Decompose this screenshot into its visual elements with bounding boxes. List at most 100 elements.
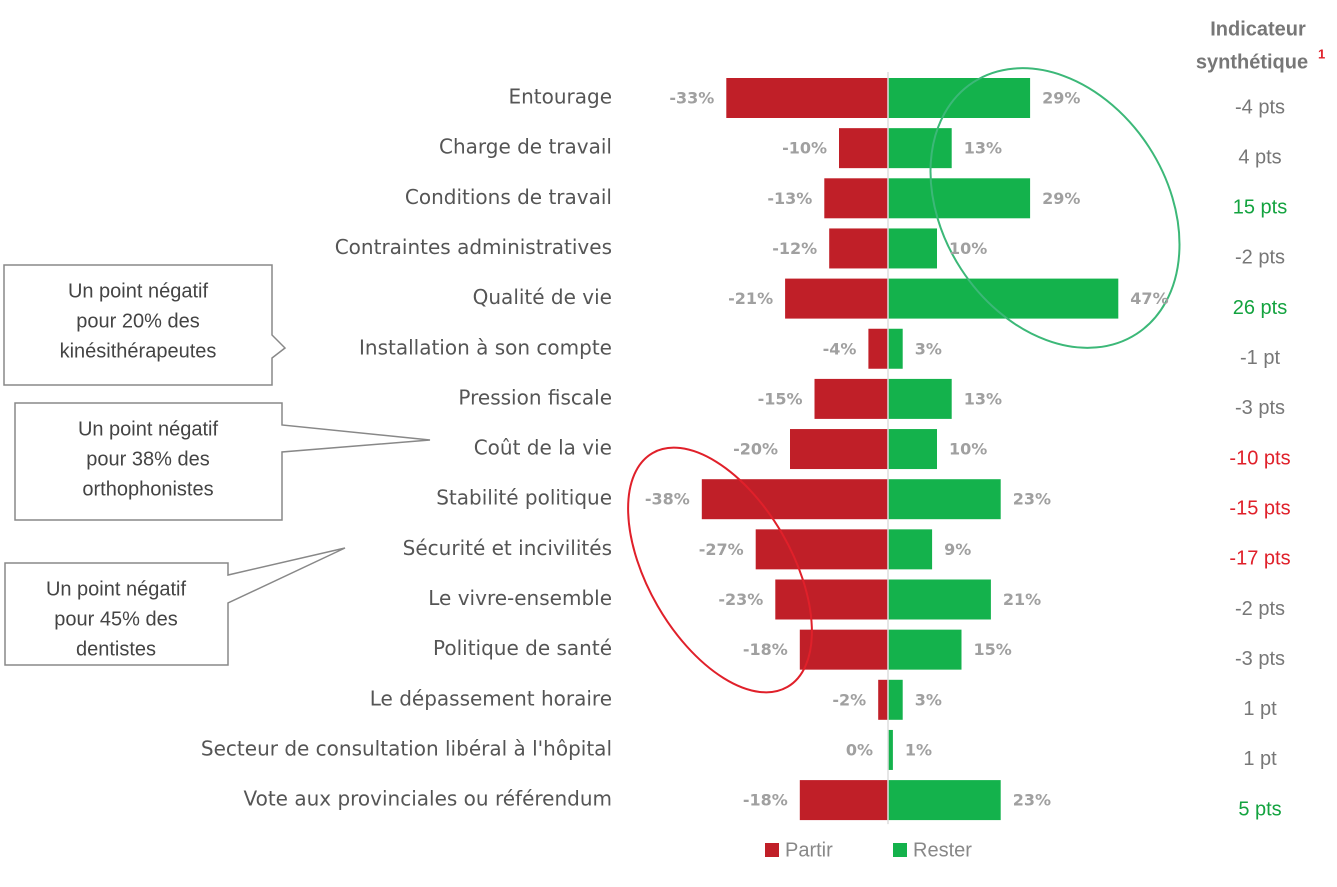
- value-label: -12%: [772, 239, 817, 258]
- indicator-value: 26 pts: [1233, 297, 1287, 319]
- callout-text: Un point négatif: [68, 280, 209, 302]
- category-label: Entourage: [508, 85, 612, 109]
- bar: [701, 479, 888, 520]
- category-label: Sécurité et incivilités: [403, 536, 612, 560]
- bar: [888, 479, 1001, 520]
- indicator-value: 1 pt: [1243, 748, 1277, 770]
- bar: [785, 278, 888, 319]
- indicator-value: -10 pts: [1229, 447, 1290, 469]
- highlight-ellipse: [929, 67, 1181, 349]
- category-label: Stabilité politique: [436, 486, 612, 510]
- indicator-value: -4 pts: [1235, 96, 1285, 118]
- category-label: Contraintes administratives: [335, 235, 612, 259]
- category-label: Le dépassement horaire: [370, 686, 612, 710]
- category-label: Secteur de consultation libéral à l'hôpi…: [201, 736, 612, 760]
- value-label: -13%: [767, 189, 812, 208]
- value-label: 21%: [1003, 590, 1041, 609]
- callout-text: orthophonistes: [82, 478, 213, 500]
- value-label: 3%: [915, 339, 942, 358]
- indicator-value: -17 pts: [1229, 548, 1290, 570]
- category-label: Pression fiscale: [458, 385, 612, 409]
- callout-text: dentistes: [76, 638, 156, 660]
- bar: [888, 228, 937, 269]
- value-label: 15%: [974, 640, 1012, 659]
- bar: [888, 328, 903, 369]
- category-label: Conditions de travail: [405, 185, 612, 209]
- indicator-value: 4 pts: [1238, 146, 1281, 168]
- category-label: Charge de travail: [439, 135, 612, 159]
- bar: [888, 679, 903, 720]
- value-label: -20%: [733, 440, 778, 459]
- bar: [878, 679, 888, 720]
- indicator-value: -2 pts: [1235, 247, 1285, 269]
- callout-text: Un point négatif: [78, 418, 219, 440]
- bar: [888, 729, 893, 770]
- bar: [829, 228, 888, 269]
- highlight-ellipse: [627, 446, 813, 694]
- value-label: 10%: [949, 239, 987, 258]
- indicator-value: -15 pts: [1229, 497, 1290, 519]
- indicator-title: synthétique: [1196, 51, 1308, 73]
- value-label: 10%: [949, 440, 987, 459]
- callout-text: pour 38% des: [86, 448, 209, 470]
- bar: [726, 78, 888, 118]
- indicator-value: -2 pts: [1235, 598, 1285, 620]
- bar: [888, 78, 1031, 118]
- bar: [799, 780, 888, 821]
- value-label: 0%: [846, 740, 873, 759]
- legend-label: Rester: [913, 839, 972, 861]
- bar: [888, 529, 933, 570]
- bar: [888, 429, 937, 470]
- value-label: -21%: [728, 289, 773, 308]
- callout-text: Un point négatif: [46, 578, 187, 600]
- bar: [790, 429, 888, 470]
- value-label: 1%: [905, 740, 932, 759]
- bar: [799, 629, 888, 670]
- bar: [888, 579, 991, 620]
- category-label: Politique de santé: [433, 636, 612, 660]
- value-label: -33%: [669, 89, 714, 108]
- callout-text: kinésithérapeutes: [60, 340, 217, 362]
- value-label: -38%: [645, 490, 690, 509]
- value-label: -15%: [758, 389, 803, 408]
- value-label: 23%: [1013, 490, 1051, 509]
- value-label: 29%: [1042, 189, 1080, 208]
- category-label: Qualité de vie: [473, 285, 612, 309]
- category-label: Le vivre-ensemble: [428, 586, 612, 610]
- callout-box: [14, 402, 431, 521]
- bar: [868, 328, 888, 369]
- legend-swatch: [893, 843, 907, 857]
- value-label: 13%: [964, 139, 1002, 158]
- value-label: -4%: [823, 339, 857, 358]
- value-label: 13%: [964, 389, 1002, 408]
- indicator-value: 15 pts: [1233, 197, 1287, 219]
- value-label: 23%: [1013, 791, 1051, 810]
- indicator-value: -3 pts: [1235, 648, 1285, 670]
- bar: [775, 579, 888, 620]
- bar: [888, 629, 962, 670]
- value-label: -10%: [782, 139, 827, 158]
- indicator-value: 1 pt: [1243, 698, 1277, 720]
- bar: [839, 128, 888, 169]
- bar: [888, 378, 952, 419]
- bar: [755, 529, 888, 570]
- value-label: 9%: [944, 540, 971, 559]
- indicator-value: -3 pts: [1235, 397, 1285, 419]
- indicator-value: -1 pt: [1240, 347, 1280, 369]
- callout-box: [3, 264, 287, 386]
- callout-text: pour 45% des: [54, 608, 177, 630]
- bar: [888, 178, 1031, 219]
- bar: [824, 178, 888, 219]
- callout-box: [4, 547, 346, 666]
- value-label: -18%: [743, 640, 788, 659]
- legend-swatch: [765, 843, 779, 857]
- category-label: Vote aux provinciales ou référendum: [243, 787, 612, 811]
- legend-label: Partir: [785, 839, 833, 861]
- value-label: 47%: [1130, 289, 1168, 308]
- callout-text: pour 20% des: [76, 310, 199, 332]
- indicator-title: Indicateur: [1210, 18, 1306, 40]
- value-label: 3%: [915, 690, 942, 709]
- value-label: 29%: [1042, 89, 1080, 108]
- bar: [888, 278, 1119, 319]
